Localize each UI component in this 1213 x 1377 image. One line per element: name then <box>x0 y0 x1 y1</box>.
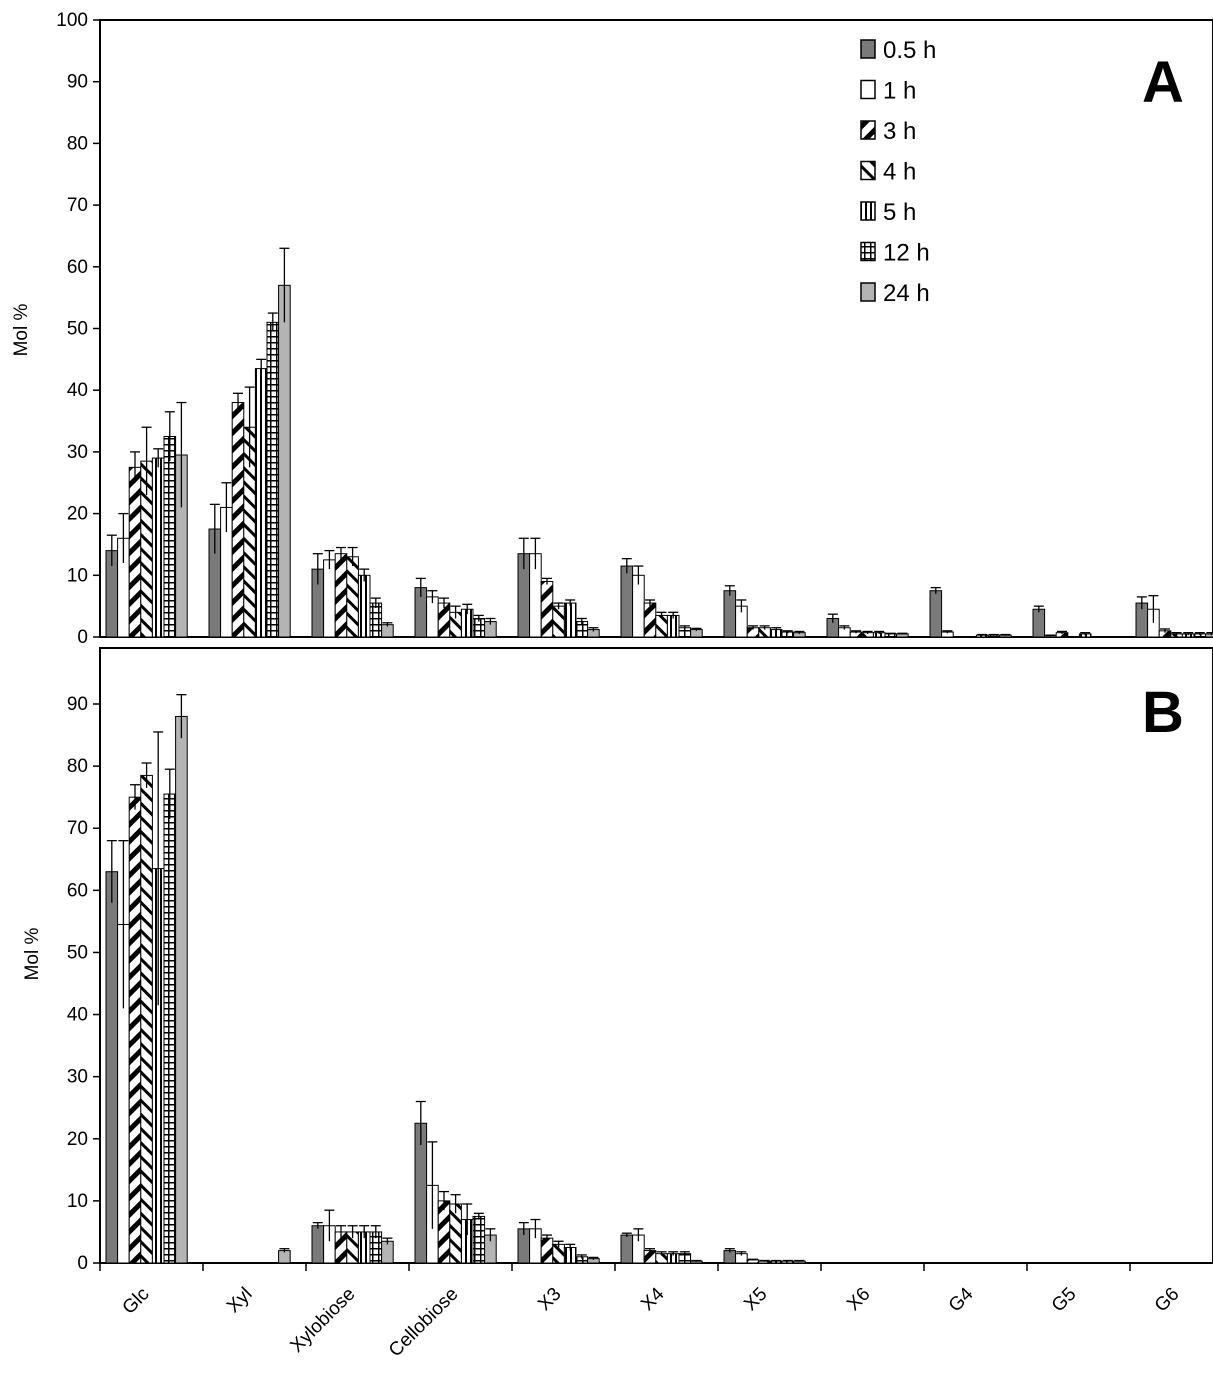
legend-swatch <box>860 241 876 262</box>
bar <box>128 466 142 638</box>
x-tick-label: Cellobiose <box>385 1284 463 1362</box>
bar <box>163 793 177 1264</box>
legend-swatch <box>860 160 876 181</box>
y-tick-label: 80 <box>67 756 88 777</box>
y-tick-label: 90 <box>67 72 88 93</box>
bar <box>620 1234 634 1264</box>
legend-label: 3 h <box>883 118 916 145</box>
bar <box>128 796 142 1264</box>
bar <box>540 580 554 638</box>
y-tick-label: 50 <box>67 942 88 963</box>
bar <box>369 602 383 638</box>
y-tick-label: 40 <box>67 380 88 401</box>
legend-swatch <box>860 120 876 140</box>
panel-label: B <box>1142 680 1184 745</box>
bar <box>278 284 291 638</box>
legend-swatch <box>860 39 876 59</box>
legend-swatch <box>860 201 876 221</box>
y-tick-label: 70 <box>67 818 88 839</box>
bar <box>175 715 188 1264</box>
legend-swatch <box>860 79 876 100</box>
bar <box>655 614 668 638</box>
bar <box>620 565 634 638</box>
bar <box>437 602 451 638</box>
legend-label: 12 h <box>883 240 930 267</box>
bar <box>105 871 119 1264</box>
y-tick-label: 30 <box>67 1067 88 1088</box>
y-tick-label: 50 <box>67 319 88 340</box>
y-tick-label: 0 <box>77 1253 88 1274</box>
bar <box>723 590 737 638</box>
y-tick-label: 70 <box>67 195 88 216</box>
bar <box>311 1225 325 1264</box>
y-tick-label: 100 <box>56 10 88 31</box>
bar <box>929 590 943 638</box>
bar <box>151 457 165 638</box>
bar <box>231 402 245 638</box>
y-tick-label: 90 <box>67 694 88 715</box>
x-tick-label: G4 <box>945 1283 978 1316</box>
x-tick-label: X6 <box>843 1284 874 1315</box>
y-tick-label: 10 <box>67 565 88 586</box>
legend-label: 5 h <box>883 199 916 226</box>
y-axis-label: Mol % <box>11 304 32 357</box>
bar <box>563 602 577 638</box>
x-tick-label: G6 <box>1151 1284 1184 1317</box>
bar <box>552 605 565 638</box>
x-tick-label: Glc <box>119 1284 154 1319</box>
panel-frame-B <box>99 647 1213 1264</box>
bar <box>334 553 348 638</box>
x-tick-label: Xylobiose <box>286 1284 359 1357</box>
y-tick-label: 60 <box>67 257 88 278</box>
y-axis-label: Mol % <box>22 928 43 981</box>
y-tick-label: 10 <box>67 1191 88 1212</box>
x-tick-label: X3 <box>534 1284 565 1315</box>
y-tick-label: 40 <box>67 1005 88 1026</box>
panel-label: A <box>1142 50 1184 115</box>
legend-label: 24 h <box>883 280 930 307</box>
y-tick-label: 30 <box>67 442 88 463</box>
bar <box>1032 608 1046 638</box>
bar <box>346 556 359 638</box>
bar <box>472 1215 486 1264</box>
bar <box>323 559 336 638</box>
legend-label: 1 h <box>883 78 916 105</box>
y-tick-label: 20 <box>67 504 88 525</box>
legend-label: 0.5 h <box>883 37 936 64</box>
bar <box>381 1240 394 1264</box>
bar <box>666 614 680 638</box>
y-tick-label: 60 <box>67 880 88 901</box>
y-tick-label: 80 <box>67 133 88 154</box>
bar <box>357 574 371 638</box>
bar <box>163 435 177 638</box>
bar <box>266 321 280 638</box>
x-tick-label: G5 <box>1048 1284 1081 1317</box>
x-tick-label: X4 <box>637 1283 669 1315</box>
y-tick-label: 20 <box>67 1129 88 1150</box>
bar <box>140 774 153 1264</box>
legend-swatch <box>860 282 876 302</box>
bar <box>254 368 268 638</box>
legend-label: 4 h <box>883 159 916 186</box>
bar <box>540 1237 554 1264</box>
x-tick-label: Xyl <box>223 1284 257 1318</box>
bar <box>643 602 657 638</box>
y-tick-label: 0 <box>77 627 88 648</box>
x-tick-label: X5 <box>740 1284 771 1315</box>
